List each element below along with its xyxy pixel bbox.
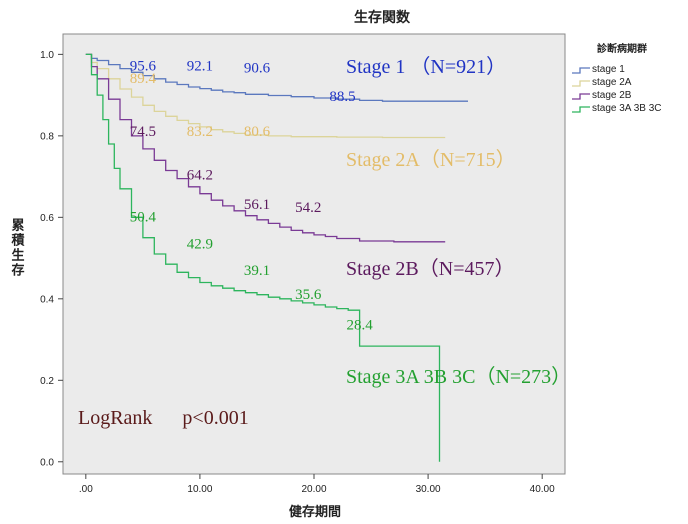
- x-axis: .00 10.00 20.00 30.00 40.00: [79, 474, 555, 495]
- y-tick-label: 1.0: [40, 50, 54, 61]
- legend-entry: stage 2A: [592, 77, 632, 88]
- value-label: 64.2: [187, 167, 213, 183]
- y-axis: 0.0 0.2 0.4 0.6 0.8 1.0: [40, 50, 63, 468]
- x-tick-label: 40.00: [530, 484, 555, 495]
- plot-area: [62, 33, 566, 475]
- y-tick-label: 0.8: [40, 131, 54, 142]
- x-axis-label: 健存期間: [289, 504, 341, 520]
- value-label: 28.4: [347, 317, 374, 333]
- group-label: Stage 1 （N=921）: [346, 55, 506, 78]
- group-label: Stage 2B（N=457）: [346, 257, 515, 280]
- legend: 診断病期群 stage 1 stage 2A stage 2B stage 3A 3B…: [572, 42, 662, 114]
- value-label: 95.6: [130, 59, 157, 75]
- y-tick-label: 0.4: [40, 294, 54, 305]
- legend-title: 診断病期群: [597, 42, 647, 55]
- value-label: 88.5: [329, 89, 355, 105]
- value-annotations: 95.6 92.1 90.6 88.5 89.4 83.2 80.6 74.5 64.2 56.1…: [130, 59, 374, 334]
- legend-swatch: [572, 80, 590, 87]
- value-label: 35.6: [295, 287, 322, 303]
- y-tick-label: 0.0: [40, 457, 54, 468]
- value-label: 89.4: [130, 71, 157, 87]
- value-label: 80.6: [244, 124, 271, 140]
- legend-entry: stage 2B: [592, 90, 632, 101]
- y-tick-label: 0.2: [40, 376, 54, 387]
- legend-swatch: [572, 106, 590, 113]
- x-tick-label: 30.00: [416, 484, 441, 495]
- y-tick-label: 0.6: [40, 213, 54, 224]
- x-tick-label: .00: [79, 484, 93, 495]
- x-tick-label: 20.00: [301, 484, 326, 495]
- chart-title: 生存関数: [354, 9, 411, 26]
- value-label: 92.1: [187, 59, 213, 75]
- value-label: 50.4: [130, 209, 157, 225]
- group-label: Stage 2A（N=715）: [346, 148, 516, 171]
- value-label: 39.1: [244, 263, 270, 279]
- legend-swatch: [572, 93, 590, 100]
- value-label: 54.2: [295, 200, 321, 216]
- legend-entry: stage 1: [592, 64, 625, 75]
- series-layer: [85, 53, 468, 462]
- series-line-stage-3A-3B-3C: [85, 53, 441, 462]
- group-labels: Stage 1 （N=921） Stage 2A（N=715） Stage 2B（N…: [346, 55, 571, 388]
- value-label: 90.6: [244, 61, 271, 77]
- x-tick-label: 10.00: [187, 484, 212, 495]
- legend-swatch: [572, 67, 590, 74]
- logrank-annotation: LogRank p<0.001: [78, 407, 249, 429]
- series-line-stage-2A: [85, 53, 446, 139]
- y-axis-label: 累積生存: [10, 218, 25, 279]
- series-line-stage-2B: [85, 53, 446, 243]
- legend-entry: stage 3A 3B 3C: [592, 103, 662, 114]
- series-line-stage-1: [85, 53, 468, 102]
- value-label: 42.9: [187, 237, 213, 253]
- value-label: 56.1: [244, 197, 270, 213]
- value-label: 74.5: [130, 124, 156, 140]
- value-label: 83.2: [187, 124, 213, 140]
- group-label: Stage 3A 3B 3C（N=273）: [346, 365, 571, 388]
